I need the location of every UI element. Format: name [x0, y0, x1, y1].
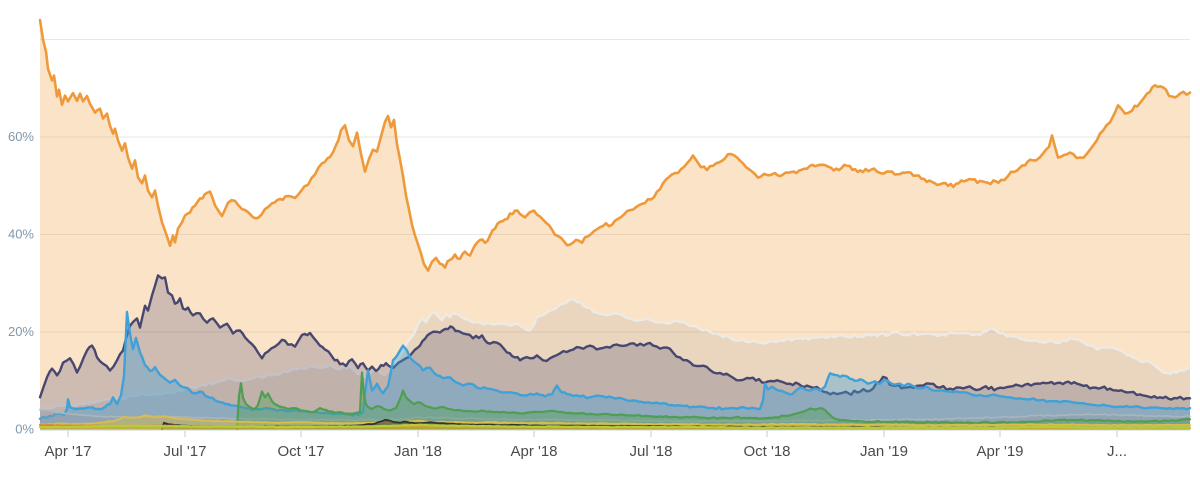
x-axis-label: Jan '19 — [860, 443, 908, 460]
series-silver-gray-line[interactable] — [39, 409, 1191, 423]
series-orange-dominant-area[interactable] — [40, 20, 1190, 430]
series-dark-navy-line[interactable] — [38, 274, 1192, 401]
series-light-gray-others-area[interactable] — [40, 299, 1190, 430]
series-green-line[interactable] — [235, 371, 1192, 431]
series-light-gray-others-line[interactable] — [38, 298, 1192, 410]
y-axis-label: 0% — [15, 422, 34, 437]
x-axis-label: J... — [1107, 443, 1127, 460]
y-axis-label: 20% — [8, 324, 34, 339]
series-dark-navy-area[interactable] — [40, 275, 1190, 430]
series-orange-dominant-line[interactable] — [38, 18, 1192, 272]
x-axis-label: Oct '17 — [277, 443, 324, 460]
x-axis-label: Apr '18 — [510, 443, 557, 460]
series-light-blue-line[interactable] — [38, 310, 1192, 420]
x-axis-label: Jan '18 — [394, 443, 442, 460]
x-axis-label: Jul '17 — [164, 443, 207, 460]
series-green-area[interactable] — [237, 372, 1190, 430]
y-axis: 0% 20% 40% 60% — [8, 129, 34, 437]
x-axis-label: Apr '17 — [44, 443, 91, 460]
series-yellow-green-line[interactable] — [38, 423, 1192, 429]
x-axis: Apr '17 Jul '17 Oct '17 Jan '18 Apr '18 Jul '… — [44, 431, 1127, 460]
y-axis-label: 40% — [8, 227, 34, 242]
x-axis-label: Jul '18 — [630, 443, 673, 460]
x-axis-label: Oct '18 — [743, 443, 790, 460]
x-axis-label: Apr '19 — [976, 443, 1023, 460]
series-group — [38, 18, 1192, 431]
series-gold-line[interactable] — [39, 414, 1191, 427]
y-axis-label: 60% — [8, 129, 34, 144]
series-light-blue-area[interactable] — [40, 312, 1190, 430]
